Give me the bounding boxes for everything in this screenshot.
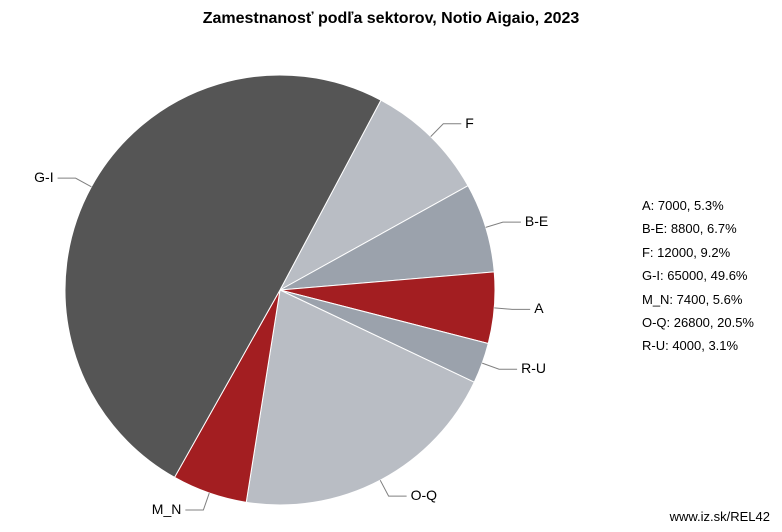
legend-item-o-q: O-Q: 26800, 20.5% (642, 311, 754, 334)
slice-label-o-q: O-Q (411, 487, 437, 503)
leader-line (486, 222, 521, 227)
leader-line (185, 493, 209, 510)
slice-label-g-i: G-I (34, 169, 53, 185)
legend-item-f: F: 12000, 9.2% (642, 241, 754, 264)
slice-label-m-n: M_N (152, 501, 182, 517)
legend-item-b-e: B-E: 8800, 6.7% (642, 217, 754, 240)
leader-line (380, 480, 406, 496)
slice-label-r-u: R-U (521, 360, 546, 376)
legend-item-g-i: G-I: 65000, 49.6% (642, 264, 754, 287)
leader-line (431, 124, 462, 137)
legend-item-a: A: 7000, 5.3% (642, 194, 754, 217)
slice-label-b-e: B-E (525, 213, 548, 229)
source-url: www.iz.sk/REL42 (670, 509, 770, 524)
slice-label-a: A (534, 300, 543, 316)
leader-line (58, 178, 92, 187)
slice-label-f: F (465, 115, 474, 131)
legend: A: 7000, 5.3% B-E: 8800, 6.7% F: 12000, … (642, 194, 754, 358)
leader-line (494, 308, 530, 309)
legend-item-m-n: M_N: 7400, 5.6% (642, 288, 754, 311)
legend-item-r-u: R-U: 4000, 3.1% (642, 334, 754, 357)
leader-line (482, 363, 517, 369)
